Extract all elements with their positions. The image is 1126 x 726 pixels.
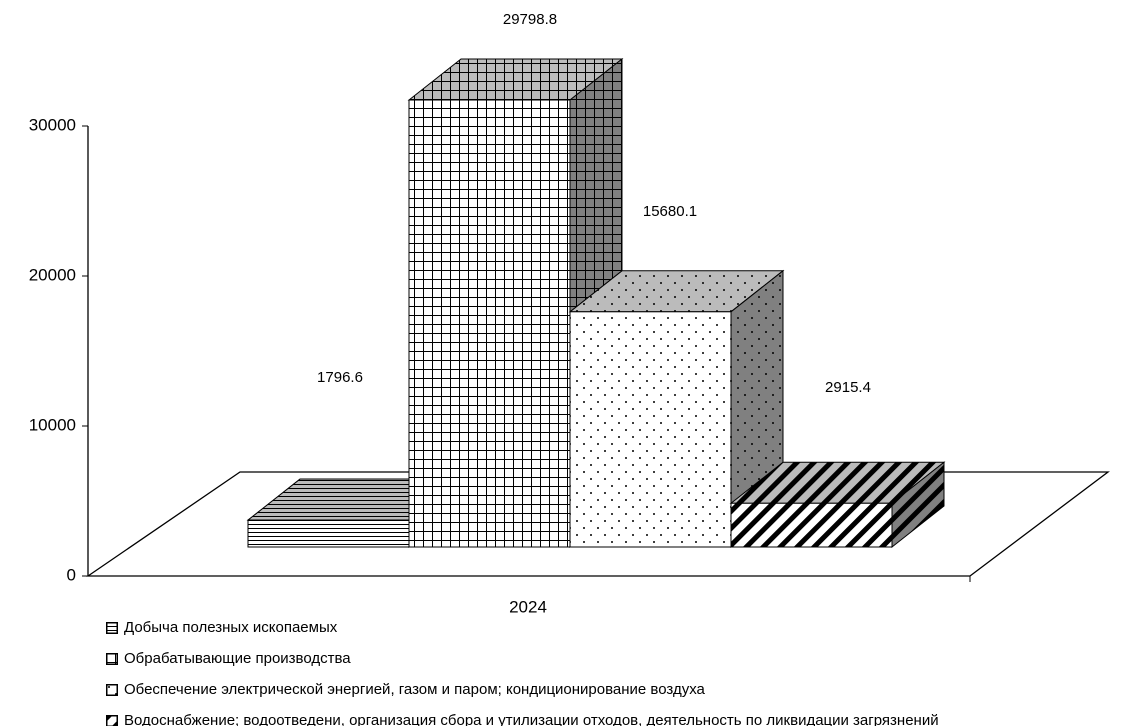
legend-swatch	[106, 714, 118, 726]
data-label: 29798.8	[503, 11, 557, 28]
data-label: 2915.4	[825, 379, 871, 396]
legend-item: Обрабатывающие производства	[106, 643, 939, 674]
y-tick-label: 0	[67, 565, 76, 584]
bar	[569, 311, 732, 548]
data-label: 15680.1	[643, 203, 697, 220]
bar	[247, 519, 410, 548]
legend-label: Обрабатывающие производства	[124, 650, 351, 667]
legend-item: Обеспечение электрической энергией, газо…	[106, 674, 939, 705]
legend-swatch	[106, 652, 118, 665]
y-tick-label: 30000	[29, 115, 76, 134]
legend-label: Обеспечение электрической энергией, газо…	[124, 681, 705, 698]
legend-label: Добыча полезных ископаемых	[124, 619, 338, 636]
legend-swatch	[106, 683, 118, 696]
legend-item: Добыча полезных ископаемых	[106, 612, 939, 643]
legend: Добыча полезных ископаемых Обрабатывающие…	[106, 612, 939, 726]
y-tick-label: 20000	[29, 265, 76, 284]
legend-swatch	[106, 621, 118, 634]
data-label: 1796.6	[317, 369, 363, 386]
legend-label: Водоснабжение; водоотведени, организация…	[124, 712, 939, 726]
bar	[730, 502, 893, 548]
bar	[408, 99, 571, 548]
y-tick-label: 10000	[29, 415, 76, 434]
legend-item: Водоснабжение; водоотведени, организация…	[106, 705, 939, 726]
x-tick-label: 2024	[509, 597, 547, 616]
